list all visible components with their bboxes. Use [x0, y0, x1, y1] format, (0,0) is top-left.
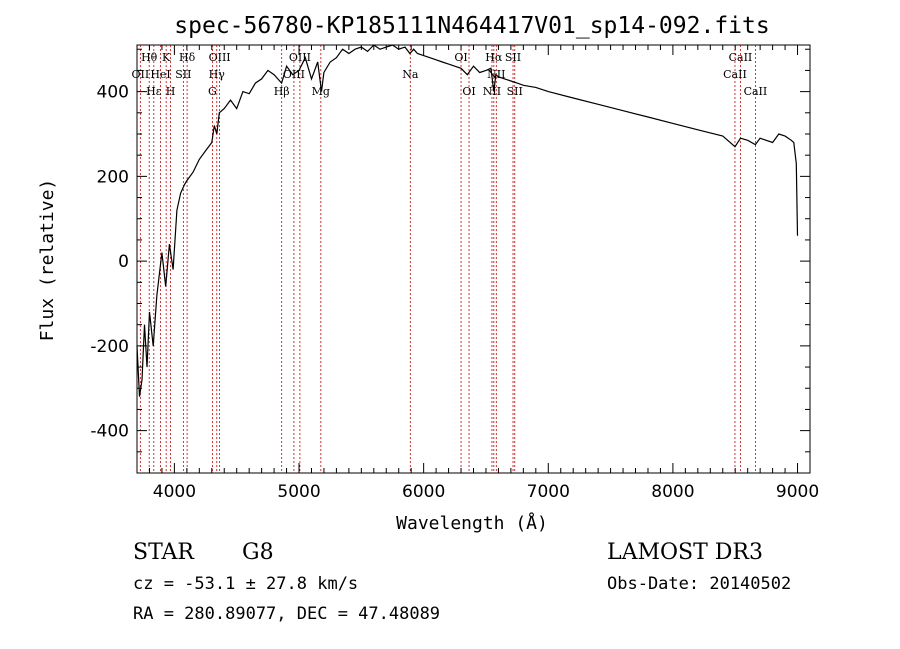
observation-date: Obs-Date: 20140502 [607, 574, 792, 594]
line-label-2: Hδ [179, 51, 196, 64]
line-label-17: Hε [146, 85, 162, 98]
x-axis-label: Wavelength (Å) [396, 512, 548, 534]
chart-title: spec-56780-KP185111N464417V01_sp14-092.f… [174, 13, 769, 39]
y-tick-label: 400 [97, 83, 129, 103]
line-label-10: HeI [150, 68, 170, 81]
object-class: STAR [133, 540, 194, 565]
line-label-5: OI [454, 51, 467, 64]
line-label-4: OIII [289, 51, 311, 64]
line-label-19: G [208, 85, 217, 98]
y-tick-label: -200 [90, 337, 129, 357]
line-label-14: Na [402, 68, 419, 81]
spectrum-line [136, 44, 799, 397]
spectral-line-markers [139, 45, 756, 473]
x-tick-label: 9000 [776, 482, 819, 502]
y-tick-label: 0 [118, 252, 129, 272]
y-tick-label: 200 [97, 167, 129, 187]
line-label-18: H [166, 85, 176, 98]
plot-frame [136, 44, 811, 474]
line-label-9: OII [132, 68, 150, 81]
line-label-0: Hθ [141, 51, 158, 64]
line-label-7: SII [505, 51, 521, 64]
y-tick-label: -400 [90, 422, 129, 442]
survey-name: LAMOST DR3 [607, 540, 763, 565]
x-axis: 4000 5000 6000 7000 8000 9000 [136, 45, 819, 502]
line-label-21: Mg [312, 85, 330, 98]
line-label-20: Hβ [274, 85, 290, 98]
x-tick-label: 4000 [153, 482, 196, 502]
line-label-8: CaII [729, 51, 753, 64]
line-label-16: CaII [723, 68, 747, 81]
line-label-12: Hγ [209, 68, 226, 81]
x-tick-label: 5000 [277, 482, 320, 502]
line-label-3: OIII [209, 51, 231, 64]
x-tick-label: 6000 [402, 482, 445, 502]
line-label-22: OI [462, 85, 475, 98]
y-axis: -400 -200 0 200 400 [90, 48, 810, 474]
spectral-subclass: G8 [242, 540, 274, 565]
line-label-6: Hα [485, 51, 503, 64]
x-tick-label: 8000 [651, 482, 694, 502]
line-label-25: CaII [744, 85, 768, 98]
x-tick-label: 7000 [527, 482, 570, 502]
coordinates: RA = 280.89077, DEC = 47.48089 [133, 604, 441, 624]
redshift-velocity: cz = -53.1 ± 27.8 km/s [133, 574, 359, 594]
line-label-1: K [162, 51, 171, 64]
line-label-11: SII [175, 68, 191, 81]
line-label-24: SII [507, 85, 523, 98]
y-axis-label: Flux (relative) [37, 179, 58, 342]
line-label-23: NII [483, 85, 501, 98]
